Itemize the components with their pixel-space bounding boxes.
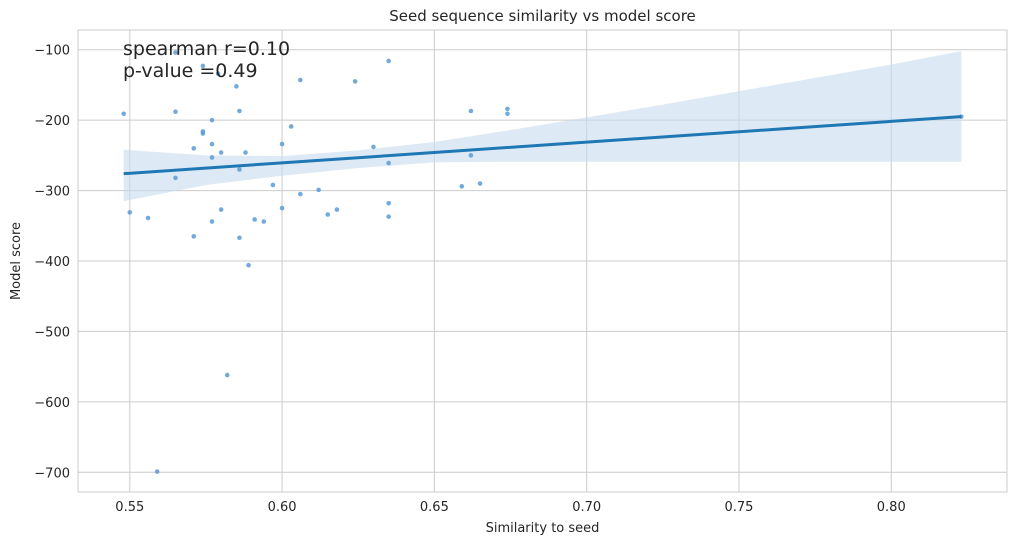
x-tick-label: 0.60 xyxy=(268,500,297,515)
data-point xyxy=(209,219,215,224)
x-tick-label: 0.70 xyxy=(572,500,601,515)
data-point xyxy=(243,150,248,155)
data-point xyxy=(270,182,276,188)
data-point xyxy=(316,187,321,193)
data-point xyxy=(191,234,197,239)
data-point xyxy=(200,131,206,136)
data-point xyxy=(505,106,510,112)
data-point xyxy=(191,146,197,151)
x-axis-ticks: 0.55 0.60 0.65 0.70 0.75 0.80 xyxy=(115,500,905,515)
confidence-band xyxy=(123,51,962,202)
x-tick-label: 0.55 xyxy=(115,500,144,515)
y-tick-label: −400 xyxy=(34,255,70,270)
data-point xyxy=(127,210,133,215)
data-point xyxy=(468,153,474,158)
data-point xyxy=(224,372,230,378)
data-points xyxy=(121,50,964,474)
data-point xyxy=(352,79,358,84)
x-tick-label: 0.75 xyxy=(724,500,753,515)
x-tick-label: 0.65 xyxy=(420,500,449,515)
data-point xyxy=(386,160,391,166)
y-tick-label: −700 xyxy=(34,466,70,481)
y-tick-label: −100 xyxy=(34,44,70,59)
data-point xyxy=(145,215,151,221)
data-point xyxy=(209,117,215,123)
data-point xyxy=(237,167,242,172)
data-point xyxy=(325,212,331,217)
data-point xyxy=(505,111,510,117)
data-point xyxy=(477,181,483,186)
data-point xyxy=(334,207,340,212)
x-axis-label: Similarity to seed xyxy=(486,521,600,536)
spearman-annotation: spearman r=0.10 xyxy=(123,38,290,60)
data-point xyxy=(215,71,221,76)
data-point xyxy=(459,184,465,189)
y-tick-label: −200 xyxy=(34,114,70,129)
p-value-annotation: p-value =0.49 xyxy=(123,60,258,82)
data-point xyxy=(200,63,206,69)
data-point xyxy=(237,235,242,241)
data-point xyxy=(121,111,126,117)
y-tick-label: −600 xyxy=(34,396,70,411)
data-point xyxy=(386,214,391,219)
data-point xyxy=(386,200,391,206)
data-point xyxy=(279,141,285,147)
plot-frame xyxy=(77,29,1008,493)
y-axis-ticks: −100 −200 −300 −400 −500 −600 −700 xyxy=(34,44,70,482)
x-tick-label: 0.80 xyxy=(877,500,906,515)
data-point xyxy=(173,109,178,114)
data-point xyxy=(218,207,224,212)
regression-line xyxy=(123,115,962,176)
data-point xyxy=(218,150,224,155)
data-point xyxy=(173,50,178,55)
data-point xyxy=(209,155,215,160)
data-point xyxy=(261,219,267,224)
data-point xyxy=(234,84,239,89)
y-tick-label: −500 xyxy=(34,325,70,340)
data-point xyxy=(246,262,251,268)
data-point xyxy=(468,108,474,114)
data-point xyxy=(252,217,257,222)
data-point xyxy=(237,108,242,114)
data-point xyxy=(173,175,178,181)
data-point xyxy=(298,191,303,197)
y-axis-label: Model score xyxy=(9,222,24,300)
data-point xyxy=(154,469,160,474)
data-point xyxy=(209,141,215,147)
data-point xyxy=(386,58,391,64)
data-point xyxy=(371,144,376,150)
data-point xyxy=(279,205,285,211)
data-point xyxy=(288,124,294,129)
y-tick-label: −300 xyxy=(34,185,70,200)
data-point xyxy=(298,77,303,83)
chart-title: Seed sequence similarity vs model score xyxy=(389,7,696,25)
